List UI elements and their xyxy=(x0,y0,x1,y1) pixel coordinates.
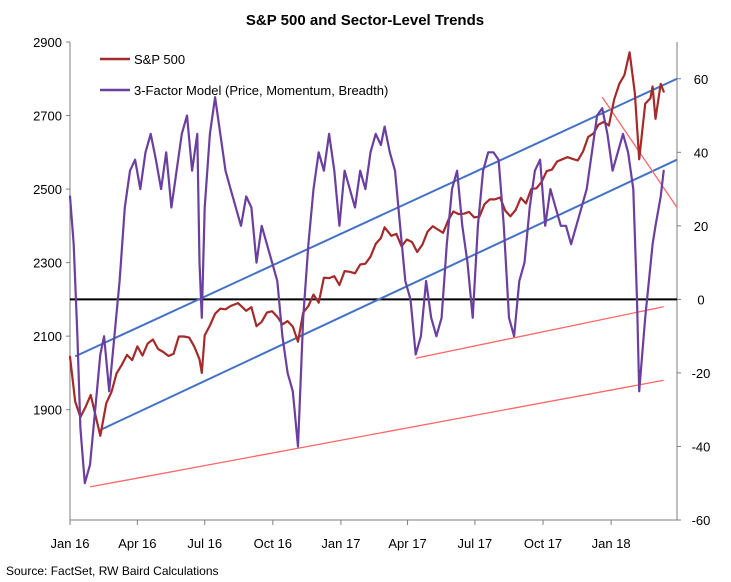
series-line-sp500 xyxy=(68,51,665,437)
axes: 1900 2100 2300 2500 2700 2900 -60 -40 -20 0 20 40 60… xyxy=(33,35,710,551)
left-tick-label: 2100 xyxy=(33,329,62,344)
right-tick-label: 0 xyxy=(697,292,704,307)
x-tick-label: Jan 17 xyxy=(321,536,360,551)
right-tick-label: 60 xyxy=(694,72,708,87)
left-tick-label: 2700 xyxy=(33,109,62,124)
right-tick-label: -60 xyxy=(692,513,711,528)
legend-label-3-factor-model: 3-Factor Model (Price, Momentum, Breadth… xyxy=(134,83,388,98)
x-tick-label: Apr 16 xyxy=(118,536,156,551)
left-tick-label: 2500 xyxy=(33,182,62,197)
left-tick-label: 2300 xyxy=(33,256,62,271)
series-lines xyxy=(68,51,665,485)
trend-line-2 xyxy=(99,158,678,431)
trend-line-1 xyxy=(74,77,678,358)
trend-line-3 xyxy=(89,379,664,488)
x-tick-label: Apr 17 xyxy=(388,536,426,551)
right-tick-label: 40 xyxy=(694,145,708,160)
series-line-3-factor-model xyxy=(68,96,665,485)
chart-title: S&P 500 and Sector-Level Trends xyxy=(246,12,484,29)
x-tick-label: Jul 17 xyxy=(458,536,493,551)
x-tick-label: Oct 17 xyxy=(524,536,562,551)
right-tick-label: 20 xyxy=(694,219,708,234)
legend: S&P 500 3-Factor Model (Price, Momentum,… xyxy=(100,52,388,98)
source-note: Source: FactSet, RW Baird Calculations xyxy=(6,564,219,578)
trend-line-4 xyxy=(415,306,664,359)
right-tick-label: -40 xyxy=(692,439,711,454)
left-tick-label: 1900 xyxy=(33,403,62,418)
legend-label-sp500: S&P 500 xyxy=(134,52,185,67)
x-tick-label: Jan 16 xyxy=(50,536,89,551)
x-tick-label: Oct 16 xyxy=(254,536,292,551)
left-tick-label: 2900 xyxy=(33,35,62,50)
x-tick-label: Jul 16 xyxy=(187,536,222,551)
x-tick-label: Jan 18 xyxy=(592,536,631,551)
right-tick-label: -20 xyxy=(692,366,711,381)
